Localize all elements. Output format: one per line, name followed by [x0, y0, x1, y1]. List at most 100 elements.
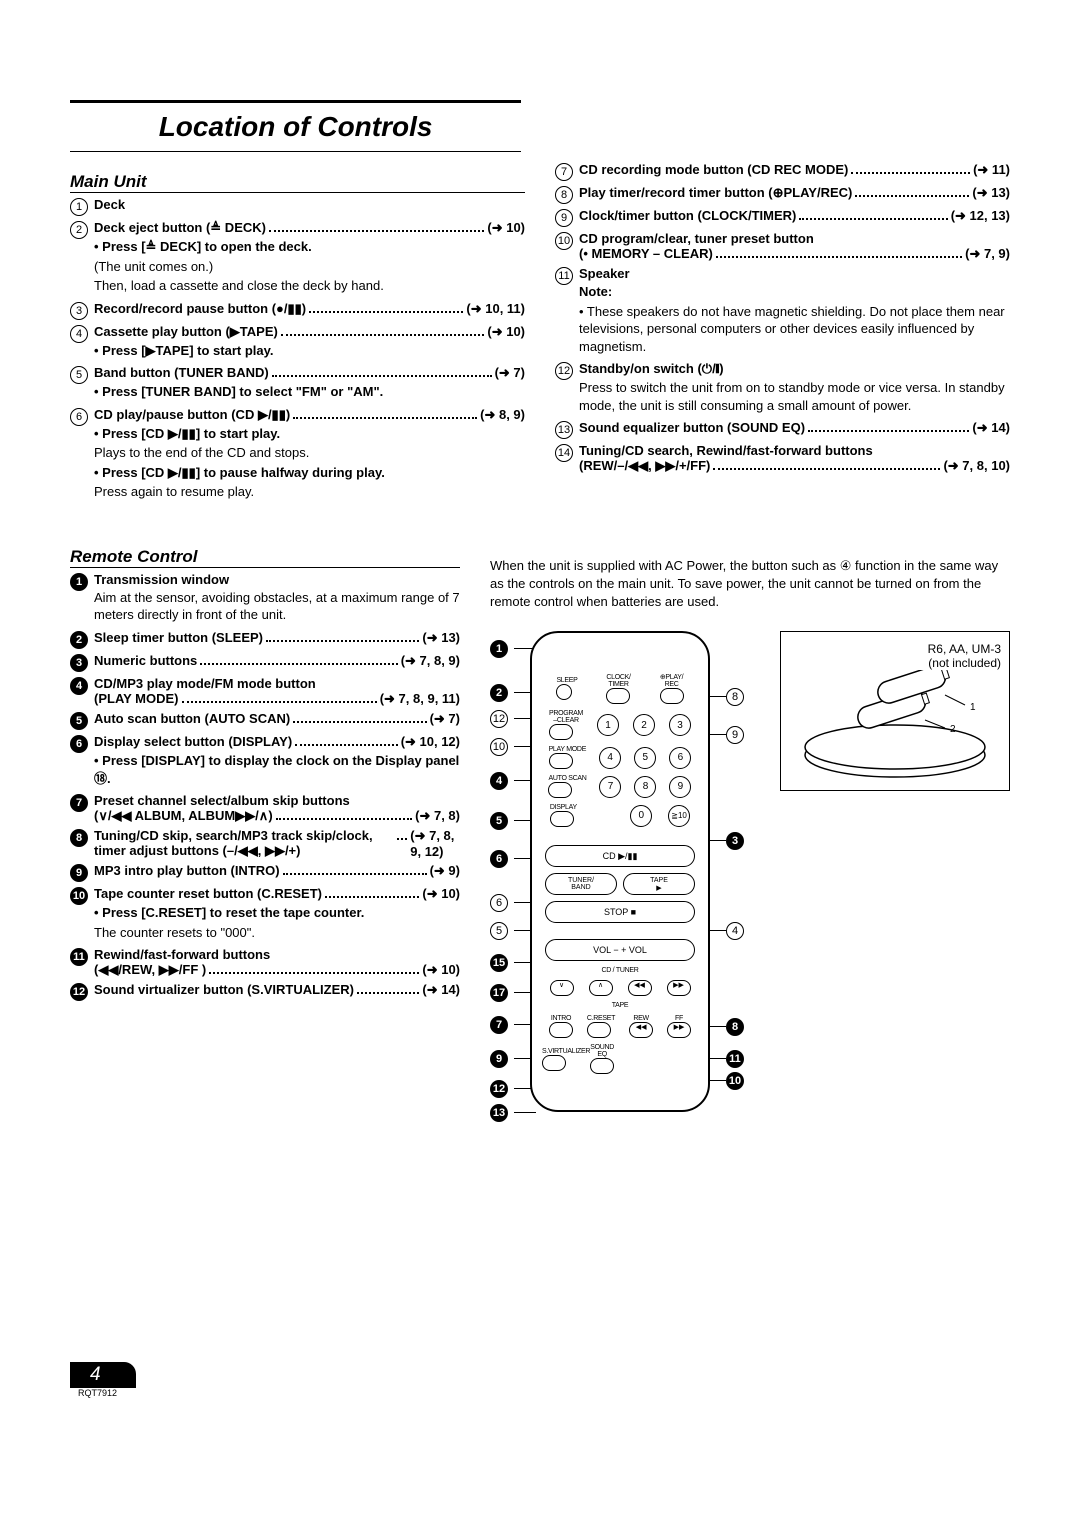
- control-item: 5Band button (TUNER BAND)(➜ 7)• Press [T…: [70, 365, 525, 403]
- remote-section: Remote Control 1 Transmission window Aim a…: [70, 537, 1010, 1113]
- item-sub: Plays to the end of the CD and stops.: [94, 444, 525, 462]
- control-item: 2Sleep timer button (SLEEP)(➜ 13): [70, 630, 460, 649]
- item-number: 4: [70, 677, 88, 695]
- item-label: Transmission window: [94, 572, 229, 587]
- page-ref: (➜ 14): [972, 420, 1010, 436]
- page-ref: (➜ 10): [487, 324, 525, 340]
- item-number: 12: [70, 983, 88, 1001]
- item-label: Auto scan button (AUTO SCAN): [94, 711, 290, 726]
- item-number: 3: [70, 302, 88, 320]
- control-item: 5 Auto scan button (AUTO SCAN) (➜ 7): [70, 711, 460, 730]
- control-item: 10CD program/clear, tuner preset button(…: [555, 231, 1010, 262]
- control-item: 8 Tuning/CD skip, search/MP3 track skip/c…: [70, 828, 460, 859]
- page-ref: (➜ 13): [422, 630, 460, 646]
- item-label: Deck eject button (≜ DECK): [94, 220, 266, 236]
- page-ref: (➜ 7): [430, 711, 460, 727]
- item-label: Display select button (DISPLAY): [94, 734, 292, 749]
- item-label: Clock/timer button (CLOCK/TIMER): [579, 208, 796, 223]
- item-number: 7: [555, 163, 573, 181]
- item-number: 14: [555, 444, 573, 462]
- item-label: Sleep timer button (SLEEP): [94, 630, 263, 645]
- item-number: 1: [70, 198, 88, 216]
- battery-diagram: 1 2: [795, 670, 995, 780]
- item-number: 11: [555, 267, 573, 285]
- item-label: Tuning/CD search, Rewind/fast-forward bu…: [579, 443, 873, 458]
- control-item: 8 Play timer/record timer button (⊕PLAY/R…: [555, 185, 1010, 204]
- item-number: 6: [70, 735, 88, 753]
- item-number: 8: [70, 829, 88, 847]
- battery-box: R6, AA, UM-3 (not included) 1 2: [780, 631, 1010, 791]
- item-number: 7: [70, 794, 88, 812]
- control-item: 13Sound equalizer button (SOUND EQ)(➜ 14…: [555, 420, 1010, 439]
- page-ref: (➜ 8, 9): [480, 407, 525, 423]
- item-label: MP3 intro play button (INTRO): [94, 863, 280, 878]
- control-item: 9 MP3 intro play button (INTRO) (➜ 9): [70, 863, 460, 882]
- item-label: CD recording mode button (CD REC MODE): [579, 162, 848, 177]
- item-label: Standby/on switch (⏻/❙): [579, 361, 724, 377]
- main-unit-heading: Main Unit: [70, 172, 525, 193]
- item-sub: The counter resets to "000".: [94, 924, 460, 942]
- control-item: 6 Display select button (DISPLAY) (➜ 10, 1…: [70, 734, 460, 789]
- item-number: 4: [70, 325, 88, 343]
- item-label: Sound virtualizer button (S.VIRTUALIZER): [94, 982, 354, 997]
- item-number: 8: [555, 186, 573, 204]
- page-ref: (➜ 10, 12): [401, 734, 460, 750]
- item-number: 12: [555, 362, 573, 380]
- item-sub: • Press [DISPLAY] to display the clock o…: [94, 752, 460, 787]
- item-sub: Press again to resume play.: [94, 483, 525, 501]
- page-ref: (➜ 7, 8, 9, 12): [410, 828, 460, 859]
- page-ref: (➜ 10): [487, 220, 525, 236]
- item-sub: Then, load a cassette and close the deck…: [94, 277, 525, 295]
- item-label: Deck: [94, 197, 125, 212]
- control-item: 7Preset channel select/album skip button…: [70, 793, 460, 824]
- page-ref: (➜ 9): [430, 863, 460, 879]
- page-ref: (➜ 7): [495, 365, 525, 381]
- control-item: 3Numeric buttons(➜ 7, 8, 9): [70, 653, 460, 672]
- remote-heading: Remote Control: [70, 547, 460, 568]
- item-label: Numeric buttons: [94, 653, 197, 668]
- item-label: Cassette play button (▶TAPE): [94, 324, 278, 340]
- remote-body: SLEEP CLOCK/TIMER ⊕PLAY/REC PROGRAM–CLEA…: [530, 631, 710, 1112]
- item-number: 9: [70, 864, 88, 882]
- item-number: 3: [70, 654, 88, 672]
- item-sub: Aim at the sensor, avoiding obstacles, a…: [94, 589, 460, 624]
- control-item: 6CD play/pause button (CD ▶/▮▮)(➜ 8, 9)•…: [70, 407, 525, 503]
- item-label: Band button (TUNER BAND): [94, 365, 269, 380]
- footer: 4 RQT7912: [70, 1362, 1010, 1398]
- svg-text:1: 1: [970, 702, 976, 713]
- item-label: CD play/pause button (CD ▶/▮▮): [94, 407, 290, 423]
- item-number: 11: [70, 948, 88, 966]
- item-number: 1: [70, 573, 88, 591]
- item-sub: • Press [TUNER BAND] to select "FM" or "…: [94, 383, 525, 401]
- control-item: 4CD/MP3 play mode/FM mode button(PLAY MO…: [70, 676, 460, 707]
- item-number: 9: [555, 209, 573, 227]
- item-sub: • Press [C.RESET] to reset the tape coun…: [94, 904, 460, 922]
- item-number: 10: [555, 232, 573, 250]
- control-item: 4Cassette play button (▶TAPE)(➜ 10)• Pre…: [70, 324, 525, 362]
- item-label: Speaker: [579, 266, 630, 281]
- control-item: 12Standby/on switch (⏻/❙)Press to switch…: [555, 361, 1010, 416]
- page-ref: (➜ 10): [422, 886, 460, 902]
- remote-paragraph: When the unit is supplied with AC Power,…: [490, 557, 1010, 612]
- doc-ref: RQT7912: [78, 1388, 1010, 1398]
- control-item: 14 Tuning/CD search, Rewind/fast-forward …: [555, 443, 1010, 474]
- item-label: CD program/clear, tuner preset button: [579, 231, 814, 246]
- page-ref: (➜ 13): [972, 185, 1010, 201]
- item-label: CD/MP3 play mode/FM mode button: [94, 676, 316, 691]
- page-ref: (➜ 12, 13): [951, 208, 1010, 224]
- control-item: 11Rewind/fast-forward buttons(◀◀/REW, ▶▶…: [70, 947, 460, 978]
- svg-text:2: 2: [950, 724, 956, 735]
- page-ref: (➜ 10, 11): [466, 301, 525, 317]
- title: Location of Controls: [70, 100, 521, 152]
- item-number: 5: [70, 712, 88, 730]
- item-sub: • Press [≜ DECK] to open the deck.: [94, 238, 525, 256]
- control-item: 12 Sound virtualizer button (S.VIRTUALIZE…: [70, 982, 460, 1001]
- item-label: Sound equalizer button (SOUND EQ): [579, 420, 805, 435]
- control-item: 1 Deck: [70, 197, 525, 216]
- item-sub: Note:: [579, 283, 1010, 301]
- item-label: Play timer/record timer button (⊕PLAY/RE…: [579, 185, 852, 201]
- item-label: Tuning/CD skip, search/MP3 track skip/cl…: [94, 828, 394, 859]
- control-item: 10Tape counter reset button (C.RESET)(➜ …: [70, 886, 460, 943]
- control-item: 7CD recording mode button (CD REC MODE)(…: [555, 162, 1010, 181]
- item-sub: • Press [CD ▶/▮▮] to start play.: [94, 425, 525, 443]
